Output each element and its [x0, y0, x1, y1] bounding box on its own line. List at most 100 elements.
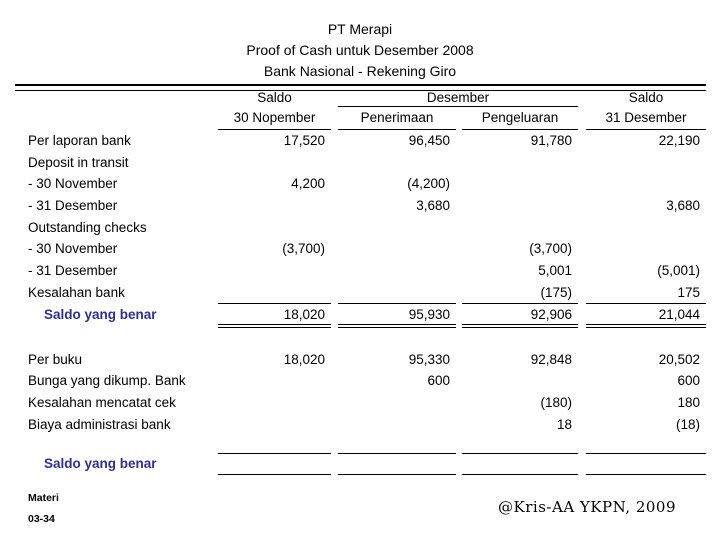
row-label: Kesalahan mencatat cek	[28, 394, 176, 410]
cell-pengeluaran	[462, 152, 578, 174]
header-30-nopember: 30 Nopember	[218, 107, 331, 130]
materi-label: Materi	[28, 492, 59, 504]
cell-pengeluaran: (180)	[540, 394, 572, 410]
row-label: - 30 November	[28, 241, 118, 257]
header-desember-group: Desember	[338, 89, 578, 107]
cell-penerimaan	[338, 217, 456, 239]
table-row-kesalahan-bank: Kesalahan bank (175) 175	[0, 282, 706, 304]
cell-penerimaan	[338, 260, 456, 282]
table-header-row-1: Saldo Desember Saldo	[0, 89, 706, 107]
cell-pengeluaran	[462, 173, 578, 195]
cell-penerimaan: 95,930	[338, 304, 456, 328]
cell-saldo-des: 175	[586, 282, 706, 304]
table-row-deposit-in-transit: Deposit in transit	[0, 152, 706, 174]
header-penerimaan: Penerimaan	[338, 107, 456, 130]
row-label: Per laporan bank	[28, 133, 131, 148]
row-label-total: Saldo yang benar	[44, 456, 157, 472]
cell-saldo-nov	[218, 370, 331, 392]
row-label: Kesalahan bank	[28, 284, 125, 300]
row-label: Outstanding checks	[28, 219, 147, 235]
row-label: - 30 November	[28, 176, 118, 192]
table-row-biaya-administrasi-bank: Biaya administrasi bank 18 (18)	[0, 414, 706, 436]
cell-saldo-nov	[218, 392, 331, 414]
cell-penerimaan: 600	[427, 373, 450, 389]
header-saldo-right-top: Saldo	[628, 90, 664, 105]
table-row-bunga-dikumpulkan-bank: Bunga yang dikump. Bank 600 600	[0, 370, 706, 392]
cell-saldo-des: 180	[677, 394, 700, 410]
cell-saldo-des	[586, 173, 706, 195]
title-block: PT Merapi Proof of Cash untuk Desember 2…	[0, 19, 720, 82]
cell-penerimaan	[338, 282, 456, 304]
cell-pengeluaran: 92,906	[462, 304, 578, 328]
cell-saldo-des: (18)	[675, 416, 700, 432]
copyright-credit: @Kris-AA YKPN, 2009	[498, 498, 676, 516]
cell-saldo-nov	[218, 414, 331, 436]
cell-saldo-nov	[218, 217, 331, 239]
header-saldo-left-top: Saldo	[257, 90, 292, 105]
cell-pengeluaran: (175)	[462, 282, 578, 304]
cell-penerimaan: (4,200)	[407, 176, 450, 192]
cell-pengeluaran: 92,848	[530, 351, 572, 367]
cell-saldo-des: 3,680	[666, 198, 700, 214]
table-body: Per laporan bank 17,520 96,450 91,780 22…	[0, 130, 706, 476]
report-title: Proof of Cash untuk Desember 2008	[246, 42, 474, 58]
cell-saldo-nov-blank	[218, 453, 331, 476]
cell-saldo-des-blank	[586, 453, 706, 476]
header-spacer	[0, 89, 218, 107]
cell-saldo-des	[586, 238, 706, 260]
bank-account-subtitle: Bank Nasional - Rekening Giro	[263, 63, 457, 79]
cell-saldo-nov	[218, 152, 331, 174]
cell-pengeluaran	[462, 195, 578, 217]
cell-penerimaan	[338, 152, 456, 174]
row-label: - 31 Desember	[28, 263, 118, 279]
cell-saldo-nov: 18,020	[283, 351, 325, 367]
cell-saldo-nov	[218, 195, 331, 217]
cell-pengeluaran: 18	[556, 416, 572, 432]
cell-penerimaan	[338, 392, 456, 414]
table-row-outstanding-checks: Outstanding checks	[0, 217, 706, 239]
cell-pengeluaran-blank	[462, 453, 578, 476]
table-row-per-laporan-bank: Per laporan bank 17,520 96,450 91,780 22…	[0, 130, 706, 152]
row-label: - 31 Desember	[28, 198, 118, 214]
row-label: Per buku	[28, 351, 83, 367]
cell-saldo-nov: 4,200	[291, 176, 325, 192]
cell-saldo-nov: 18,020	[218, 304, 331, 328]
table-row-oc-30-november: - 30 November (3,700) (3,700)	[0, 238, 706, 260]
table-row-saldo-yang-benar-buku: Saldo yang benar	[0, 453, 706, 476]
cell-penerimaan	[338, 414, 456, 436]
table-header: Saldo Desember Saldo 30 Nopember Penerim…	[0, 89, 706, 130]
row-label: Bunga yang dikump. Bank	[28, 373, 186, 389]
cell-saldo-nov	[218, 260, 331, 282]
table-row-dit-30-november: - 30 November 4,200 (4,200)	[0, 173, 706, 195]
cell-penerimaan: 96,450	[408, 133, 450, 148]
cell-saldo-nov: 17,520	[283, 133, 325, 148]
cell-saldo-des	[586, 217, 706, 239]
table-row-kesalahan-mencatat-cek: Kesalahan mencatat cek (180) 180	[0, 392, 706, 414]
table-row-dit-31-desember: - 31 Desember 3,680 3,680	[0, 195, 706, 217]
table-row-saldo-yang-benar-bank: Saldo yang benar 18,020 95,930 92,906 21…	[0, 304, 706, 328]
cell-saldo-des: (5,001)	[657, 263, 700, 279]
title-divider-rule	[15, 84, 706, 91]
header-pengeluaran: Pengeluaran	[462, 107, 578, 130]
header-spacer	[0, 107, 218, 130]
cell-saldo-des	[586, 152, 706, 174]
slide-footer-materi: Materi 03-34	[28, 493, 59, 525]
cell-saldo-des: 600	[677, 373, 700, 389]
company-name: PT Merapi	[327, 21, 393, 37]
cell-penerimaan	[338, 238, 456, 260]
materi-number: 03-34	[28, 513, 55, 525]
table-header-row-2: 30 Nopember Penerimaan Pengeluaran 31 De…	[0, 107, 706, 130]
cell-saldo-des: 21,044	[586, 304, 706, 328]
cell-pengeluaran: 5,001	[538, 263, 572, 279]
row-label-total: Saldo yang benar	[44, 306, 157, 322]
table-row-per-buku: Per buku 18,020 95,330 92,848 20,502	[0, 349, 706, 371]
cell-saldo-nov: (3,700)	[282, 241, 325, 257]
cell-penerimaan: 95,330	[408, 351, 450, 367]
cell-pengeluaran	[462, 217, 578, 239]
row-label: Biaya administrasi bank	[28, 416, 171, 432]
row-label: Deposit in transit	[28, 154, 129, 170]
header-31-desember: 31 Desember	[586, 107, 706, 130]
cell-saldo-des: 22,190	[658, 133, 700, 148]
cell-pengeluaran: (3,700)	[529, 241, 572, 257]
